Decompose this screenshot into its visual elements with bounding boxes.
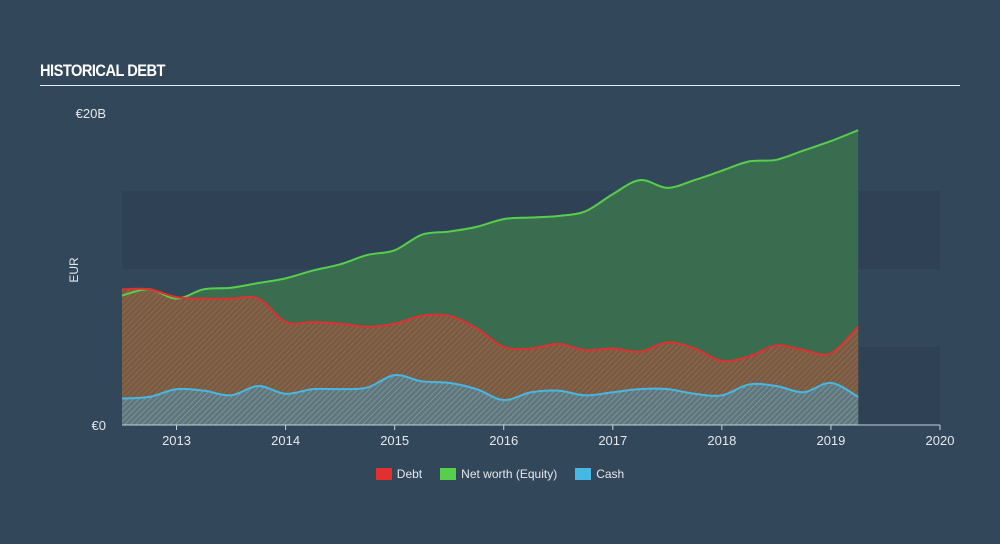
x-tick-label: 2016 bbox=[489, 433, 518, 448]
legend-item[interactable]: Net worth (Equity) bbox=[440, 467, 557, 481]
y-axis-label: EUR bbox=[67, 257, 81, 283]
x-tick-label: 2020 bbox=[926, 433, 955, 448]
x-tick-label: 2019 bbox=[816, 433, 845, 448]
x-tick-label: 2014 bbox=[271, 433, 300, 448]
legend-swatch bbox=[575, 468, 592, 480]
net-worth-equity-line bbox=[121, 129, 859, 300]
cash-line bbox=[121, 373, 859, 402]
legend-item[interactable]: Debt bbox=[375, 467, 423, 481]
title-divider bbox=[40, 85, 960, 86]
chart-title: HISTORICAL DEBT bbox=[40, 61, 165, 80]
legend-swatch bbox=[440, 468, 457, 480]
cash-area bbox=[122, 374, 859, 425]
legend-label: Cash bbox=[596, 467, 625, 481]
x-tick-label: 2017 bbox=[598, 433, 627, 448]
legend-label: Debt bbox=[396, 467, 423, 481]
x-tick-label: 2018 bbox=[707, 433, 736, 448]
legend-swatch bbox=[375, 468, 392, 480]
legend-label: Net worth (Equity) bbox=[461, 467, 558, 481]
x-tick-label: 2013 bbox=[162, 433, 191, 448]
legend: Debt Net worth (Equity) Cash bbox=[0, 467, 1000, 481]
legend-item[interactable]: Cash bbox=[575, 467, 624, 481]
y-tick-label: €20B bbox=[76, 106, 106, 121]
debt-line bbox=[121, 287, 859, 363]
x-tick-label: 2015 bbox=[380, 433, 409, 448]
y-tick-label: €0 bbox=[92, 418, 106, 433]
